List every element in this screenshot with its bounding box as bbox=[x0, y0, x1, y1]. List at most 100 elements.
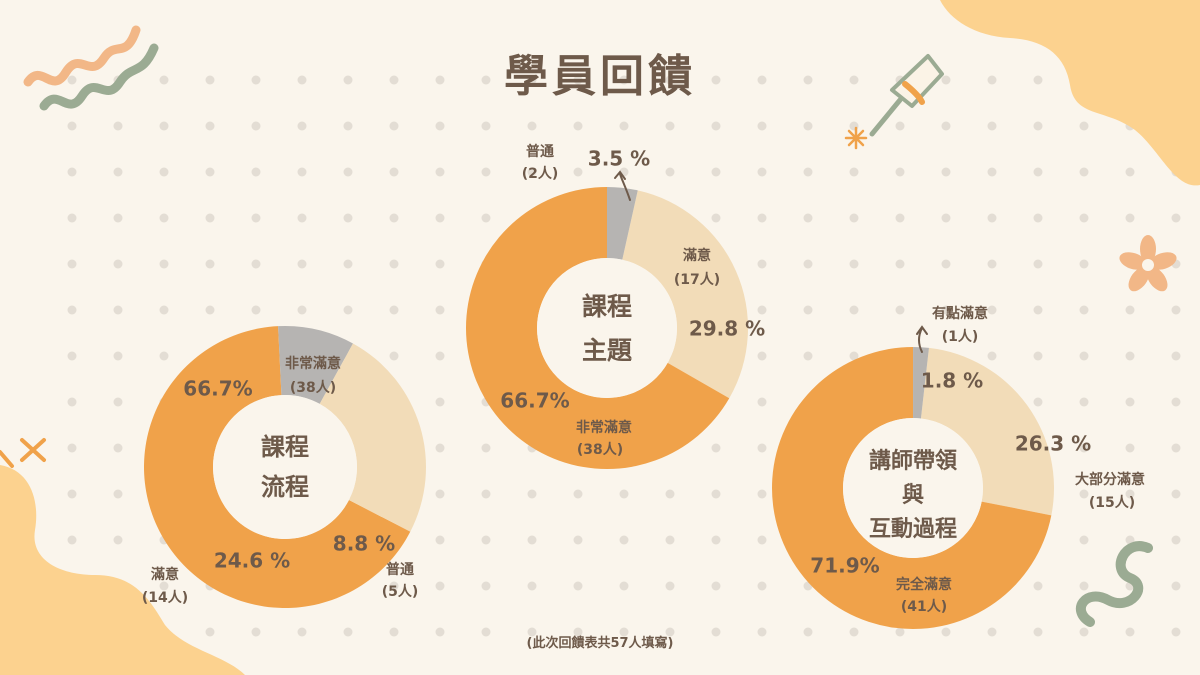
background-dot bbox=[1125, 305, 1135, 315]
background-dot bbox=[343, 167, 353, 177]
background-dot bbox=[1079, 351, 1089, 361]
background-dot bbox=[159, 305, 169, 315]
legend-label: 有點滿意 bbox=[932, 305, 988, 322]
background-dot bbox=[297, 259, 307, 269]
background-dot bbox=[757, 351, 767, 361]
background-dot bbox=[251, 259, 261, 269]
background-dot bbox=[159, 75, 169, 85]
background-dot bbox=[941, 167, 951, 177]
background-dot bbox=[113, 351, 123, 361]
background-dot bbox=[527, 627, 537, 637]
background-dot bbox=[251, 121, 261, 131]
background-dot bbox=[757, 259, 767, 269]
legend-label: 非常滿意 bbox=[285, 355, 341, 372]
orange-blob-top-right bbox=[940, 0, 1200, 186]
background-dot bbox=[251, 627, 261, 637]
page-title: 學員回饋 bbox=[504, 51, 696, 102]
background-dot bbox=[1033, 167, 1043, 177]
background-dot bbox=[297, 305, 307, 315]
background-dot bbox=[1171, 489, 1181, 499]
background-dot bbox=[297, 75, 307, 85]
background-dot bbox=[159, 259, 169, 269]
background-dot bbox=[1171, 213, 1181, 223]
background-dot bbox=[803, 627, 813, 637]
data-label-count: (38人) bbox=[577, 441, 623, 458]
background-dot bbox=[895, 167, 905, 177]
background-dot bbox=[1079, 167, 1089, 177]
background-dot bbox=[205, 167, 215, 177]
background-dot bbox=[573, 121, 583, 131]
data-label-count: (15人) bbox=[1089, 494, 1135, 511]
background-dot bbox=[113, 397, 123, 407]
background-dot bbox=[757, 443, 767, 453]
background-dot bbox=[711, 581, 721, 591]
background-dot bbox=[573, 167, 583, 177]
background-dot bbox=[711, 167, 721, 177]
arrow-head-icon bbox=[916, 325, 928, 335]
background-dot bbox=[757, 75, 767, 85]
background-dot bbox=[803, 351, 813, 361]
background-dot bbox=[251, 167, 261, 177]
background-dot bbox=[711, 443, 721, 453]
pie-slice bbox=[144, 326, 411, 608]
background-dot bbox=[435, 581, 445, 591]
background-dot bbox=[205, 75, 215, 85]
background-dot bbox=[895, 627, 905, 637]
background-dot bbox=[1033, 259, 1043, 269]
background-dot bbox=[67, 443, 77, 453]
background-dot bbox=[665, 489, 675, 499]
background-dot bbox=[1171, 535, 1181, 545]
background-dot bbox=[941, 75, 951, 85]
background-dot bbox=[849, 351, 859, 361]
background-dot bbox=[435, 167, 445, 177]
background-dot bbox=[1033, 351, 1043, 361]
background-dot bbox=[665, 75, 675, 85]
background-dot bbox=[1171, 397, 1181, 407]
donut-center bbox=[213, 395, 357, 539]
background-dot bbox=[1171, 351, 1181, 361]
background-dot bbox=[803, 167, 813, 177]
background-dot bbox=[895, 305, 905, 315]
footnote: (此次回饋表共57人填寫) bbox=[526, 636, 674, 651]
background-dot bbox=[711, 489, 721, 499]
orange-blob-bottom-left bbox=[0, 465, 245, 675]
background-dot bbox=[987, 75, 997, 85]
background-dot bbox=[849, 213, 859, 223]
background-dot bbox=[481, 535, 491, 545]
background-dot bbox=[113, 167, 123, 177]
legend-label: 非常滿意 bbox=[576, 419, 632, 436]
background-dot bbox=[343, 213, 353, 223]
background-dot bbox=[481, 121, 491, 131]
background-dot bbox=[435, 259, 445, 269]
background-dot bbox=[803, 121, 813, 131]
center-label: 互動過程 bbox=[869, 516, 957, 542]
background-dot bbox=[113, 443, 123, 453]
background-dot bbox=[205, 627, 215, 637]
background-dot bbox=[389, 121, 399, 131]
background-dot bbox=[67, 351, 77, 361]
background-dot bbox=[435, 351, 445, 361]
center-label: 課程 bbox=[582, 292, 632, 321]
background-dot bbox=[389, 351, 399, 361]
background-dot bbox=[619, 75, 629, 85]
background-dot bbox=[527, 581, 537, 591]
legend-label: 大部分滿意 bbox=[1075, 471, 1145, 488]
background-dot bbox=[67, 259, 77, 269]
background-dot bbox=[67, 75, 77, 85]
background-dot bbox=[895, 213, 905, 223]
data-label-percent: 1.8 % bbox=[921, 369, 983, 393]
background-dot bbox=[481, 489, 491, 499]
pie-slice bbox=[622, 190, 748, 399]
background-dot bbox=[1079, 627, 1089, 637]
squiggle-green-bottom-icon bbox=[1075, 541, 1153, 627]
background-dot bbox=[205, 259, 215, 269]
background-dot bbox=[297, 167, 307, 177]
data-label-count: (5人) bbox=[382, 583, 419, 600]
background-dot bbox=[1171, 443, 1181, 453]
background-dot bbox=[481, 627, 491, 637]
background-dot bbox=[665, 167, 675, 177]
background-dot bbox=[435, 627, 445, 637]
background-dot bbox=[435, 121, 445, 131]
